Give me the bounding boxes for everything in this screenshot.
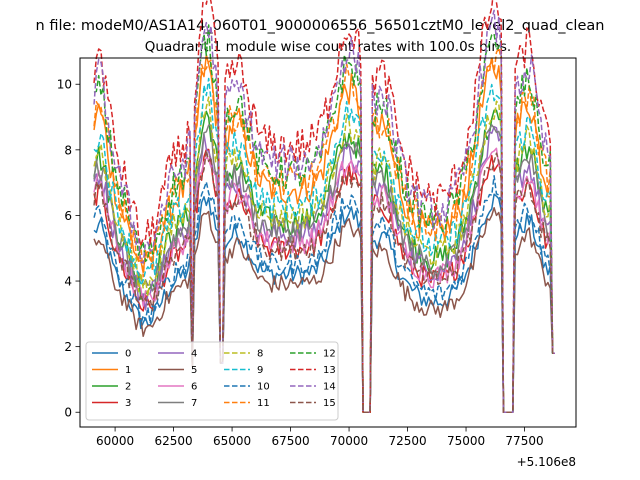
legend-label-6: 6 [191, 382, 197, 393]
y-tick-label: 10 [57, 78, 72, 92]
series-line-10 [93, 175, 555, 413]
series-line-0 [93, 193, 555, 413]
x-tick-label: 62500 [154, 434, 192, 448]
legend-label-0: 0 [125, 349, 131, 360]
legend-label-3: 3 [125, 398, 131, 409]
legend-label-8: 8 [257, 349, 263, 360]
y-tick-label: 2 [64, 340, 72, 354]
chart-title: Quadrant 1 module wise count rates with … [145, 39, 511, 55]
x-axis: 60000 62500 65000 67500 70000 72500 75000 77500 [96, 427, 544, 448]
legend-label-12: 12 [323, 349, 336, 360]
x-tick-label: 67500 [271, 434, 309, 448]
legend-label-5: 5 [191, 365, 197, 376]
legend-label-14: 14 [323, 382, 336, 393]
legend-label-11: 11 [257, 398, 270, 409]
legend-label-7: 7 [191, 398, 197, 409]
y-tick-label: 6 [64, 209, 72, 223]
figure-suptitle: n file: modeM0/AS1A14_060T01_9000006556_… [36, 18, 605, 34]
axes-frame [79, 57, 577, 428]
legend-label-10: 10 [257, 382, 270, 393]
series-layer [93, 0, 555, 413]
legend-box [85, 341, 339, 421]
series-line-15 [93, 149, 555, 413]
legend-label-13: 13 [323, 365, 336, 376]
x-tick-label: 65000 [213, 434, 251, 448]
series-line-8 [93, 96, 555, 413]
x-tick-label: 77500 [505, 434, 543, 448]
x-tick-label: 70000 [330, 434, 368, 448]
x-tick-label: 75000 [447, 434, 485, 448]
series-line-11 [93, 47, 555, 413]
legend-label-15: 15 [323, 398, 336, 409]
y-tick-label: 8 [64, 143, 72, 157]
series-line-14 [93, 9, 555, 413]
x-tick-label: 72500 [388, 434, 426, 448]
series-line-12 [93, 24, 555, 413]
x-tick-label: 60000 [96, 434, 134, 448]
legend-label-1: 1 [125, 365, 131, 376]
series-line-5 [93, 206, 555, 413]
y-tick-label: 0 [64, 406, 72, 420]
y-axis: 0 2 4 6 8 10 [57, 78, 80, 420]
legend-label-9: 9 [257, 365, 263, 376]
y-tick-label: 4 [64, 275, 72, 289]
legend-label-4: 4 [191, 349, 197, 360]
series-line-9 [93, 77, 555, 413]
legend-label-2: 2 [125, 382, 131, 393]
series-line-13 [93, 0, 555, 413]
x-axis-offset-label: +5.106e8 [517, 455, 576, 469]
